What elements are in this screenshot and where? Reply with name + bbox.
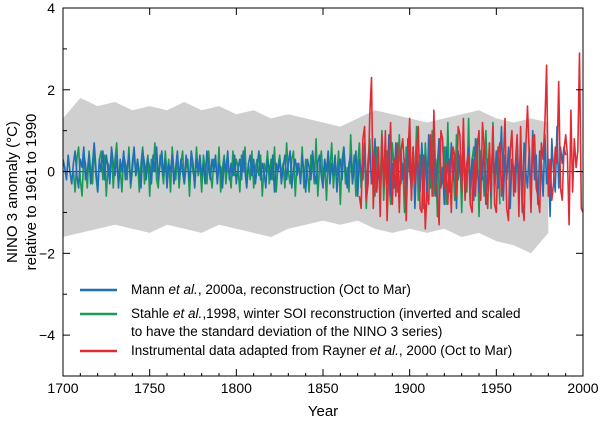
uncertainty-band-layer [63, 98, 549, 254]
legend-entry: Stahle et al.,1998, winter SOI reconstru… [131, 306, 520, 321]
x-tick-label: 1900 [394, 380, 425, 396]
x-tick-label: 1800 [221, 380, 252, 396]
y-tick-label: −4 [39, 327, 55, 343]
y-tick-label: 2 [47, 82, 55, 98]
y-axis-title-line1: NINO 3 anomaly (°C) [4, 121, 21, 263]
x-axis-title: Year [308, 403, 338, 420]
x-tick-label: 1750 [134, 380, 165, 396]
legend-entry: Instrumental data adapted from Rayner et… [131, 343, 512, 358]
legend: Mann et al., 2000a, reconstruction (Oct … [80, 282, 520, 358]
ticks-layer: 1700 1750 1800 1850 1900 1950 2000 −4 −2 0 2 4 [39, 0, 599, 396]
y-tick-label: 4 [47, 0, 55, 16]
series-layer [63, 52, 583, 230]
x-tick-label: 1950 [481, 380, 512, 396]
y-axis-title-line2: relative to 1961 to 1990 [23, 114, 40, 271]
instrumental-series-line [358, 52, 583, 230]
y-tick-label: −2 [39, 245, 55, 261]
x-tick-label: 2000 [567, 380, 598, 396]
uncertainty-band [63, 98, 549, 254]
legend-entry-line2: to have the standard deviation of the NI… [131, 324, 442, 339]
x-tick-label: 1700 [47, 380, 78, 396]
legend-entry: Mann et al., 2000a, reconstruction (Oct … [131, 282, 411, 297]
y-tick-label: 0 [47, 164, 55, 180]
x-tick-label: 1850 [307, 380, 338, 396]
